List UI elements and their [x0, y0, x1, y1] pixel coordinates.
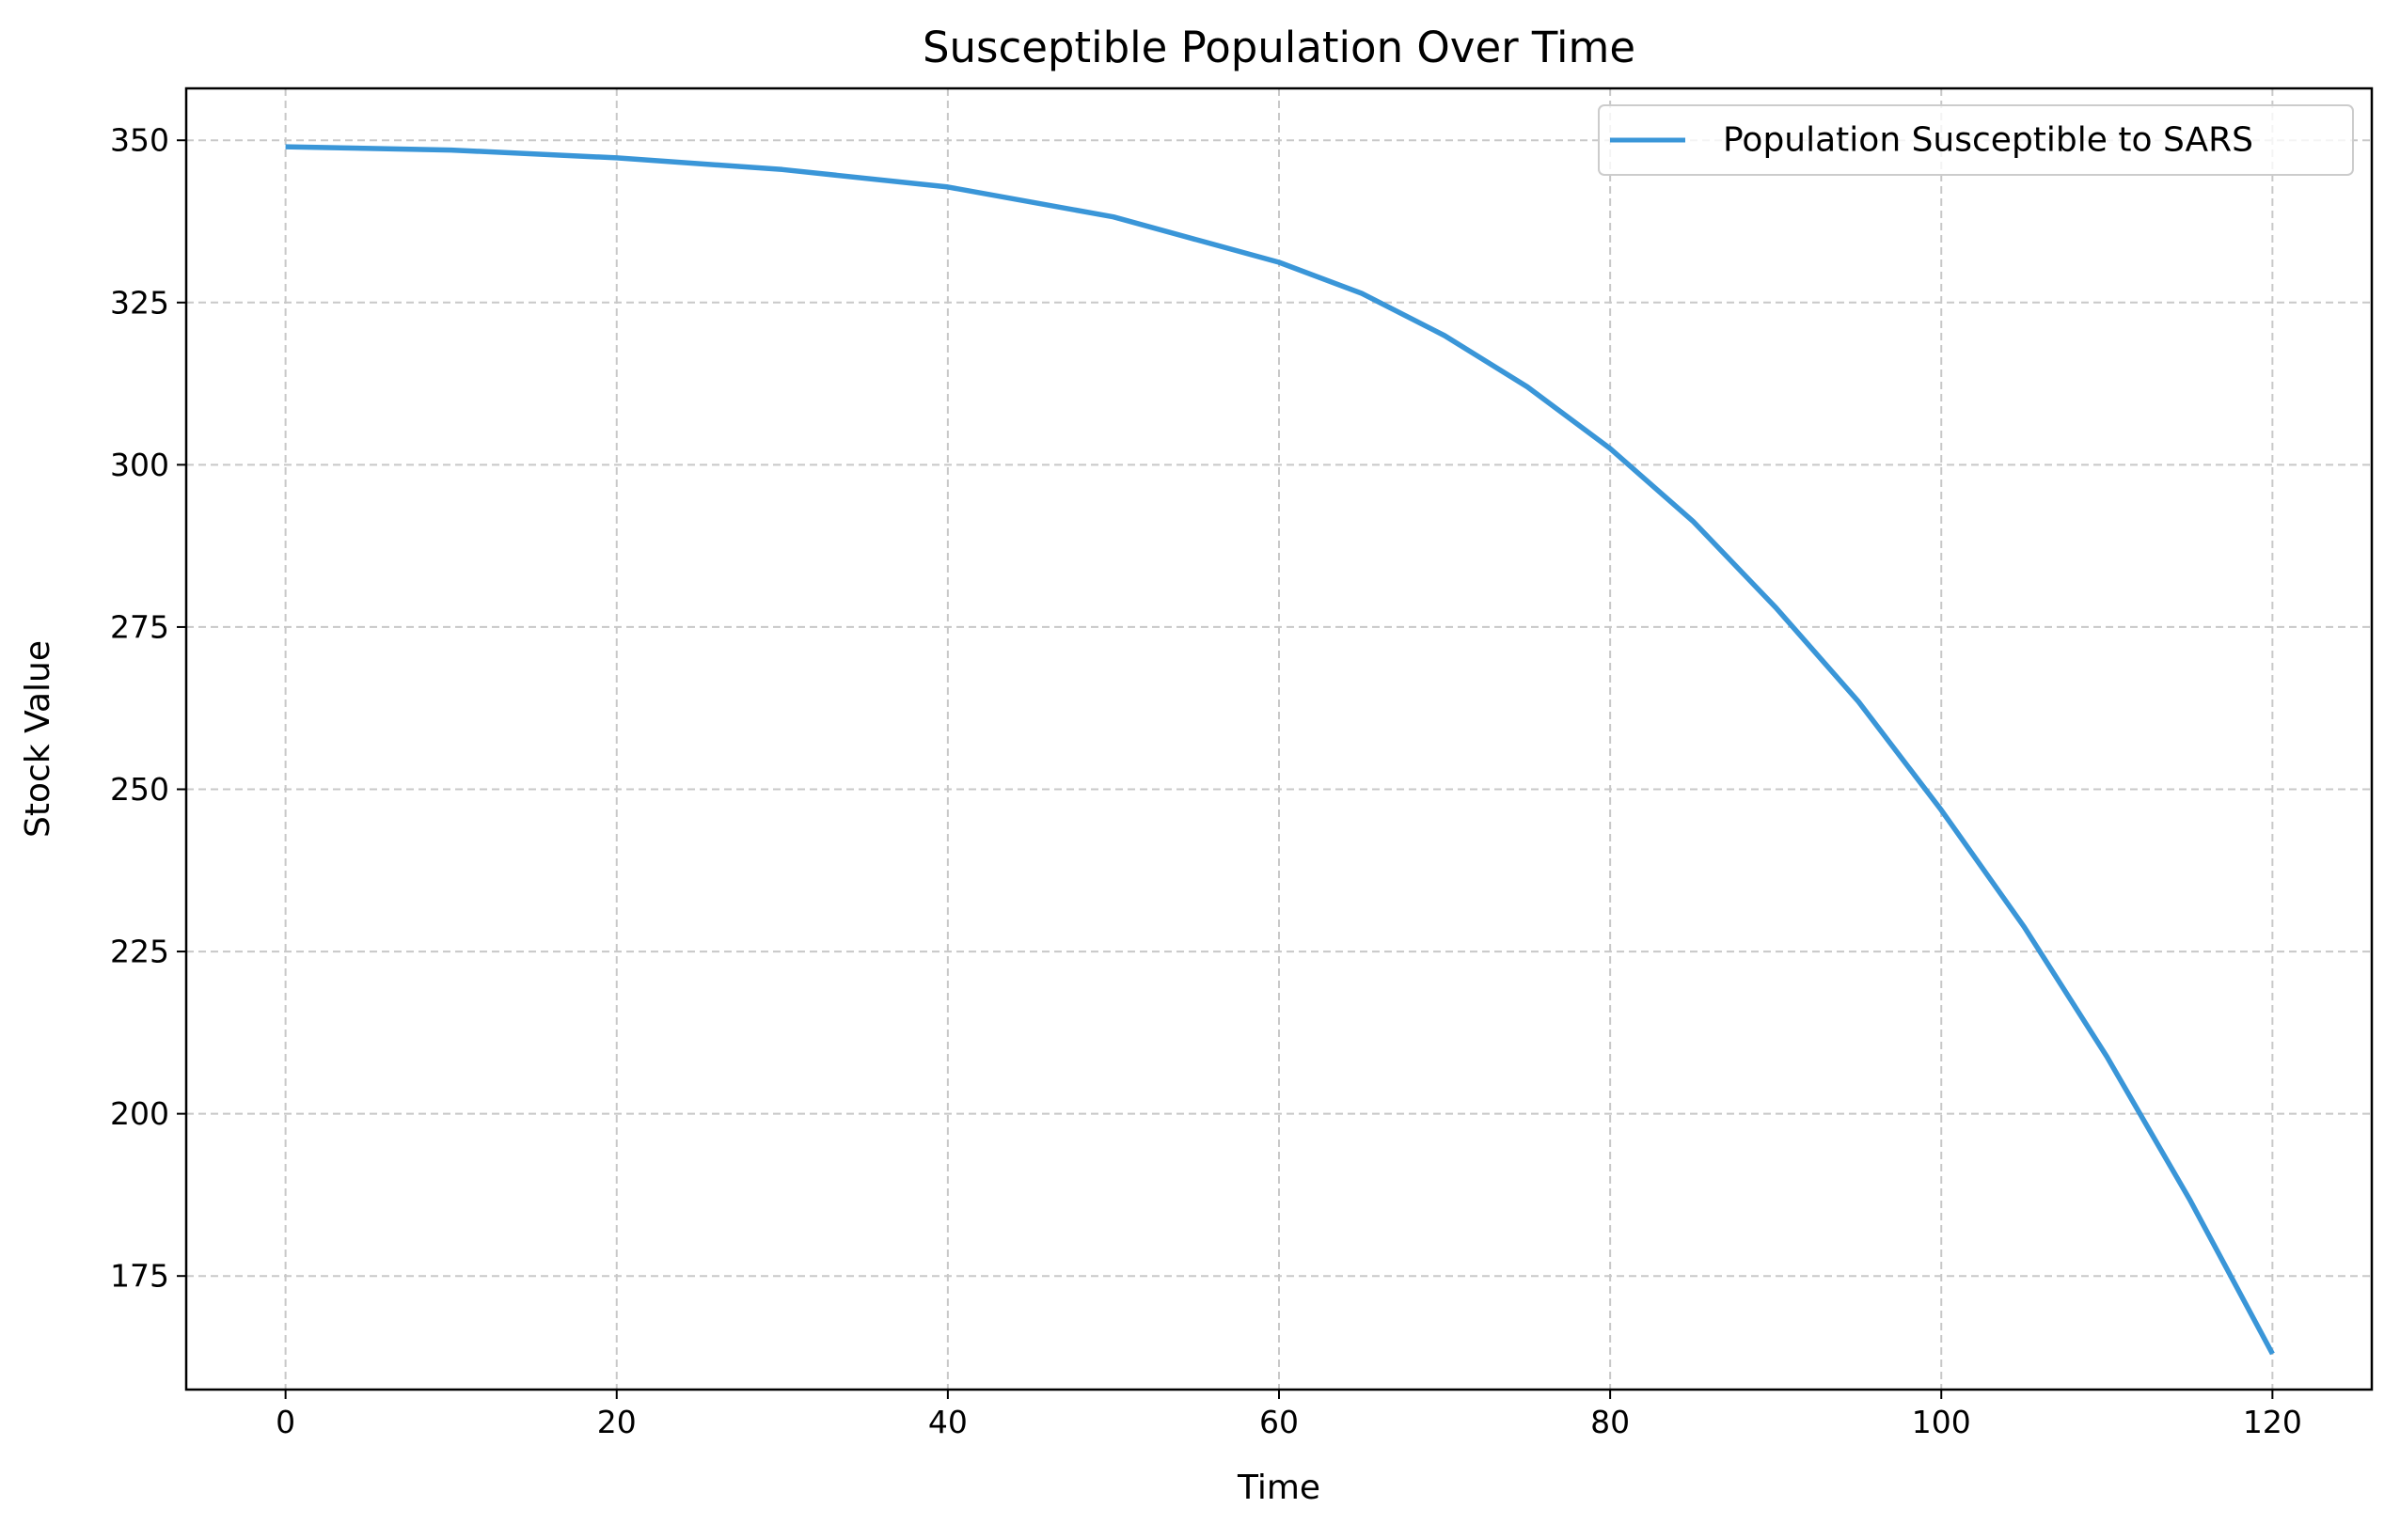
y-axis-title: Stock Value [19, 640, 57, 838]
x-axis-title: Time [1237, 1469, 1320, 1507]
x-tick-label: 120 [2243, 1404, 2302, 1440]
y-tick-label: 250 [110, 771, 169, 808]
y-tick-label: 275 [110, 608, 169, 645]
y-tick-label: 175 [110, 1258, 169, 1295]
series-line [285, 144, 2275, 1356]
x-tick-label: 60 [1259, 1404, 1299, 1440]
y-tick-label: 300 [110, 447, 169, 483]
grid [186, 88, 2372, 1390]
legend: Population Susceptible to SARS [1598, 104, 2354, 176]
x-tick-label: 40 [928, 1404, 968, 1440]
legend-box [1598, 104, 2354, 176]
y-tick-label: 325 [110, 284, 169, 321]
x-tick-label: 20 [597, 1404, 637, 1440]
x-tick-label: 100 [1912, 1404, 1971, 1440]
x-tick-label: 80 [1590, 1404, 1630, 1440]
chart-title: Susceptible Population Over Time [923, 23, 1635, 72]
series-layer [285, 144, 2275, 1356]
legend-label: Population Susceptible to SARS [1723, 121, 2253, 160]
x-tick-label: 0 [276, 1404, 295, 1440]
y-tick-label: 350 [110, 122, 169, 159]
y-tick-label: 225 [110, 934, 169, 970]
y-tick-label: 200 [110, 1095, 169, 1132]
axis-ticks: 0 20 40 60 80 100 120 175 200 225 250 275 300 325 350 [110, 122, 2302, 1440]
